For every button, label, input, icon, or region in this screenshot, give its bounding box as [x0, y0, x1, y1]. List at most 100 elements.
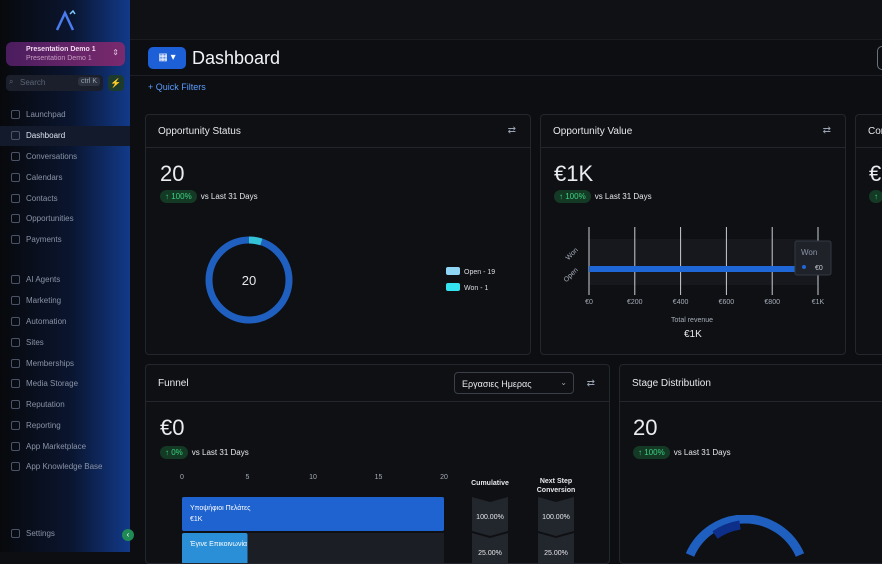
- x-tick-label: 15: [375, 474, 383, 481]
- trend-badge: ↑ 100%: [633, 446, 670, 459]
- stage-distribution-card: Stage Distribution 20 ↑ 100% vs Last 31 D…: [619, 364, 882, 564]
- sidebar-item-memberships[interactable]: Memberships: [0, 354, 130, 374]
- sidebar-item-launchpad[interactable]: Launchpad: [0, 105, 130, 125]
- funnel-bar[interactable]: [182, 533, 248, 564]
- sidebar-item-reputation[interactable]: Reputation: [0, 395, 130, 415]
- cumulative-header: Cumulative: [471, 480, 509, 487]
- reporting-icon: [11, 421, 20, 430]
- swap-icon[interactable]: ⇄: [822, 125, 831, 136]
- sidebar-item-label: Marketing: [26, 296, 62, 305]
- sidebar-item-media-storage[interactable]: Media Storage: [0, 374, 130, 394]
- sidebar-item-payments[interactable]: Payments: [0, 230, 130, 250]
- ai-icon: [11, 275, 20, 284]
- donut-center-value: 20: [242, 273, 256, 288]
- trend-period: vs Last 31 Days: [594, 192, 652, 201]
- sidebar-item-label: Conversations: [26, 152, 78, 161]
- x-tick-label: €1K: [812, 299, 825, 306]
- quick-action-bolt-icon[interactable]: ⚡: [108, 75, 124, 91]
- sidebar-item-automation[interactable]: Automation: [0, 312, 130, 332]
- donut-segment[interactable]: [712, 520, 741, 539]
- sidebar-item-dashboard[interactable]: Dashboard: [0, 126, 130, 146]
- sidebar-item-ai-agents[interactable]: AI Agents: [0, 270, 130, 290]
- status-donut-chart: 20: [205, 236, 293, 324]
- trend-indicator: ↑ 100% vs Last 31 Days: [554, 190, 652, 203]
- donut-segment[interactable]: [685, 515, 805, 557]
- contacts-icon: [11, 194, 20, 203]
- funnel-pipeline-select[interactable]: Εργασιες Ημερας ⌄: [454, 372, 574, 394]
- search-icon: ⌕: [9, 77, 14, 86]
- sidebar-item-label: Sites: [26, 338, 44, 347]
- cumulative-value: 25.00%: [478, 550, 502, 557]
- next-step-header: Conversion: [537, 487, 576, 494]
- sidebar-item-label: Reputation: [26, 400, 65, 409]
- tooltip-dot: [802, 265, 806, 269]
- swap-icon[interactable]: ⇄: [507, 125, 516, 136]
- sidebar-item-calendars[interactable]: Calendars: [0, 168, 130, 188]
- sidebar-item-label: Launchpad: [26, 110, 66, 119]
- sidebar-item-marketing[interactable]: Marketing: [0, 291, 130, 311]
- star-icon: [11, 400, 20, 409]
- sidebar-item-label: Media Storage: [26, 379, 79, 388]
- funnel-bar-chart: 0 5 10 15 20 Cumulative Next Step Conversion Υπο…: [180, 474, 576, 564]
- location-sub: Presentation Demo 1: [26, 55, 92, 62]
- card-title: Opportunity Value: [553, 126, 633, 137]
- chevron-updown-icon: ⇕: [112, 48, 119, 57]
- axis-label: Total revenue: [671, 317, 714, 324]
- sidebar-item-sites[interactable]: Sites: [0, 333, 130, 353]
- sidebar-item-app-knowledge-base[interactable]: App Knowledge Base: [0, 457, 130, 477]
- legend-item-won: Won - 1: [446, 283, 488, 292]
- opportunity-value-card: Opportunity Value ⇄ €1K ↑ 100% vs Last 31…: [540, 114, 846, 355]
- conversion-cell: [472, 497, 508, 536]
- sidebar-item-label: Dashboard: [26, 131, 66, 140]
- trend-indicator: ↑: [869, 190, 882, 203]
- globe-icon: [11, 338, 20, 347]
- card-header: Funnel Εργασιες Ημερας ⌄ ⇄: [146, 365, 609, 402]
- funnel-bar[interactable]: [182, 497, 444, 531]
- card-title: Stage Distribution: [632, 378, 711, 389]
- sidebar-item-settings[interactable]: Settings: [0, 524, 130, 544]
- trend-period: vs Last 31 Days: [200, 192, 258, 201]
- x-tick-label: €800: [764, 299, 780, 306]
- header-action-button[interactable]: [877, 46, 882, 70]
- conversion-cell: [538, 533, 574, 563]
- trend-badge: ↑ 100%: [160, 190, 197, 203]
- conversion-card: Cor € ↑: [855, 114, 882, 355]
- stage-count: 20: [633, 415, 658, 440]
- calendar-icon: [11, 173, 20, 182]
- sidebar-item-reporting[interactable]: Reporting: [0, 416, 130, 436]
- dashboard-switcher-button[interactable]: ▦ ▾: [148, 47, 186, 69]
- trend-badge: ↑ 100%: [554, 190, 591, 203]
- sidebar-item-label: App Marketplace: [26, 442, 87, 451]
- location-switcher[interactable]: Presentation Demo 1 Presentation Demo 1 …: [6, 42, 125, 66]
- x-tick-label: €200: [627, 299, 643, 306]
- sidebar-item-opportunities[interactable]: Opportunities: [0, 209, 130, 229]
- quick-filters-button[interactable]: + Quick Filters: [148, 82, 206, 92]
- search-input[interactable]: ⌕ Search ctrl K: [6, 75, 103, 91]
- donut-segment-won[interactable]: [248, 236, 263, 246]
- card-header: Stage Distribution: [620, 365, 882, 402]
- sidebar-item-contacts[interactable]: Contacts: [0, 189, 130, 209]
- trend-period: vs Last 31 Days: [191, 448, 249, 457]
- tooltip-box: [794, 240, 832, 276]
- bar-open[interactable]: [589, 266, 807, 272]
- funnel-card: Funnel Εργασιες Ημερας ⌄ ⇄ €0 ↑ 0% vs Las…: [145, 364, 610, 564]
- total-revenue-value: €1K: [684, 329, 702, 340]
- dashboard-icon: [11, 131, 20, 140]
- x-tick-label: €600: [719, 299, 735, 306]
- collapse-sidebar-button[interactable]: ‹: [122, 529, 134, 541]
- sidebar-item-conversations[interactable]: Conversations: [0, 147, 130, 167]
- card-title: Opportunity Status: [158, 126, 241, 137]
- payments-icon: [11, 235, 20, 244]
- legend-item-open: Open - 19: [446, 267, 495, 276]
- trend-indicator: ↑ 0% vs Last 31 Days: [160, 446, 249, 459]
- card-header: Opportunity Status ⇄: [146, 115, 530, 148]
- page-header: ▦ ▾ Dashboard: [130, 40, 882, 76]
- x-tick-label: 20: [440, 474, 448, 481]
- swap-icon[interactable]: ⇄: [586, 378, 595, 389]
- knowledge-icon: [11, 462, 20, 471]
- card-title: Funnel: [158, 378, 189, 389]
- sidebar-item-app-marketplace[interactable]: App Marketplace: [0, 437, 130, 457]
- next-step-value: 100.00%: [542, 514, 570, 521]
- y-category-label: Open: [563, 267, 580, 284]
- page-title: Dashboard: [192, 48, 281, 68]
